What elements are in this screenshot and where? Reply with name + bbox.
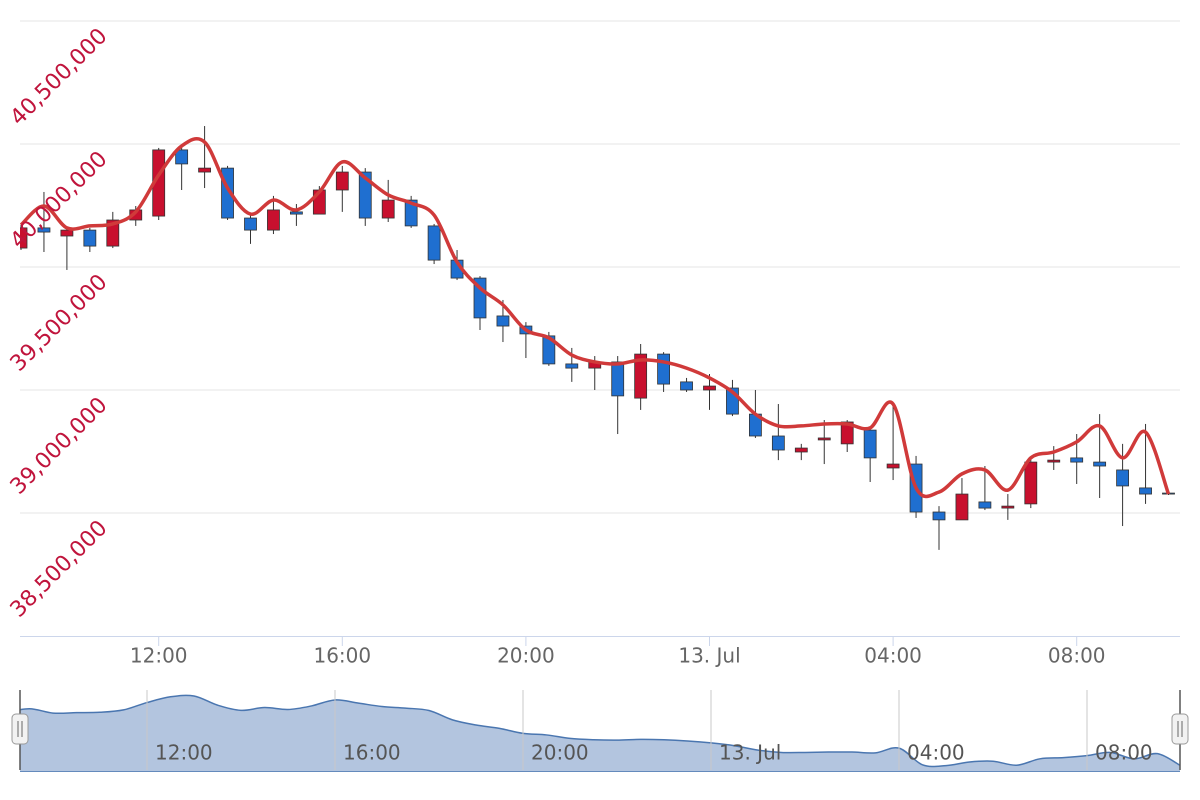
candle-body [1093,461,1107,467]
y-tick-label: 38,500,000 [6,516,113,623]
navigator-handle[interactable] [1171,713,1189,745]
candle-body [473,277,487,319]
candle-body [427,225,441,261]
candle-body [1116,469,1129,487]
candle-body [1139,487,1152,495]
candle-body [634,353,648,399]
candle-body [932,511,946,521]
x-tick-label: 20:00 [497,644,555,668]
plot-area [20,126,1175,550]
candle-body [611,361,625,397]
x-tick-label: 04:00 [864,644,922,668]
candle-body [703,385,716,391]
candle-body [680,381,693,391]
y-tick-label: 39,000,000 [6,393,113,500]
candle-body [565,363,579,369]
candle-body [1047,459,1061,463]
spline-line [20,137,1171,499]
candle-body [771,435,785,451]
candle-body [794,447,808,453]
x-tick-label: 13. Jul [678,644,740,668]
candle-body [198,167,212,173]
candle-body [863,429,877,459]
navigator-tick-label: 20:00 [531,741,589,765]
navigator-tick-label: 16:00 [343,741,401,765]
y-tick-label: 40,000,000 [6,147,113,254]
candle-body [1024,461,1038,505]
candle-body [60,229,74,237]
candle-body [657,353,670,385]
candle-body [542,335,556,365]
candle-body [83,229,97,247]
navigator-tick-label: 12:00 [155,741,213,765]
navigator-series [20,694,1180,772]
y-tick-label: 39,500,000 [6,270,113,377]
candle-body [1070,457,1084,463]
candle-body [175,149,189,165]
candle-body [381,199,395,219]
candle-body [496,315,510,327]
candle-body [886,463,900,469]
candle-body [37,227,51,233]
candle-body [289,211,303,215]
candle-body [335,171,349,191]
candle-body [1001,505,1015,509]
candle-body [267,209,280,231]
candle-body [20,227,28,249]
x-tick-label: 12:00 [130,644,188,668]
candle-body [817,437,831,441]
navigator-area [20,694,1180,772]
candle-body [244,217,257,231]
candle-body [978,501,992,509]
y-tick-label: 40,500,000 [6,24,113,131]
x-tick-label: 08:00 [1048,644,1106,668]
candle-body [358,171,372,219]
candle-body [404,199,418,227]
axes: 38,500,000 39,000,000 39,500,000 40,000,000… [6,24,1180,668]
navigator-tick-label: 08:00 [1095,741,1153,765]
candle-body [840,421,854,445]
x-tick-label: 16:00 [313,644,371,668]
grid [20,20,1180,514]
navigator-handle[interactable] [11,713,29,745]
navigator-tick-label: 04:00 [907,741,965,765]
candle-body [106,219,120,247]
navigator-tick-label: 13. Jul [719,741,781,765]
navigator: 12:00 16:00 20:00 13. Jul 04:00 08:00 [11,690,1189,772]
candle-body [955,493,969,521]
